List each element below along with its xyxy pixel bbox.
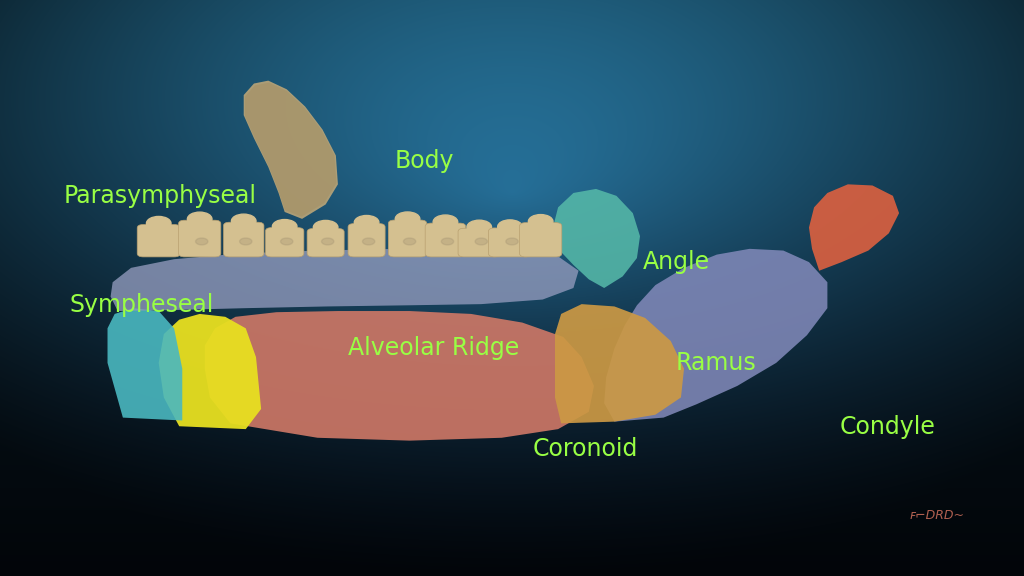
Circle shape	[313, 221, 338, 234]
Circle shape	[528, 215, 553, 229]
Circle shape	[322, 238, 334, 245]
Polygon shape	[809, 184, 899, 271]
FancyBboxPatch shape	[307, 229, 344, 257]
FancyBboxPatch shape	[458, 228, 501, 257]
Text: Angle: Angle	[643, 250, 711, 274]
Circle shape	[498, 220, 522, 234]
Circle shape	[272, 219, 297, 233]
Circle shape	[240, 238, 252, 245]
Polygon shape	[604, 249, 827, 422]
Circle shape	[441, 238, 454, 245]
Text: Coronoid: Coronoid	[532, 437, 638, 461]
FancyBboxPatch shape	[488, 228, 531, 257]
Polygon shape	[108, 308, 182, 420]
FancyBboxPatch shape	[265, 228, 304, 257]
Text: Sympheseal: Sympheseal	[70, 293, 214, 317]
Circle shape	[362, 238, 375, 245]
FancyBboxPatch shape	[348, 223, 385, 257]
Text: Body: Body	[394, 149, 454, 173]
Circle shape	[475, 238, 487, 245]
FancyBboxPatch shape	[519, 223, 562, 257]
FancyBboxPatch shape	[178, 220, 221, 257]
Circle shape	[395, 212, 420, 226]
Polygon shape	[111, 249, 579, 311]
Circle shape	[187, 212, 212, 226]
Circle shape	[433, 215, 458, 229]
Circle shape	[281, 238, 293, 245]
Polygon shape	[553, 189, 640, 288]
FancyBboxPatch shape	[223, 222, 264, 257]
Circle shape	[231, 214, 256, 228]
Polygon shape	[245, 82, 337, 217]
Circle shape	[354, 215, 379, 229]
Text: Parasymphyseal: Parasymphyseal	[63, 184, 256, 208]
FancyBboxPatch shape	[137, 225, 180, 257]
Polygon shape	[555, 304, 684, 423]
Circle shape	[403, 238, 416, 245]
Polygon shape	[244, 81, 338, 219]
Polygon shape	[159, 314, 261, 429]
Circle shape	[146, 217, 171, 230]
Polygon shape	[205, 311, 594, 441]
Text: ꜰ⌐DRD~: ꜰ⌐DRD~	[909, 509, 965, 522]
Circle shape	[467, 220, 492, 234]
Text: Alveolar Ridge: Alveolar Ridge	[348, 336, 519, 361]
Text: Ramus: Ramus	[676, 351, 757, 375]
FancyBboxPatch shape	[425, 223, 466, 257]
FancyBboxPatch shape	[388, 220, 427, 257]
Circle shape	[506, 238, 518, 245]
Text: Condyle: Condyle	[840, 415, 936, 439]
Circle shape	[196, 238, 208, 245]
